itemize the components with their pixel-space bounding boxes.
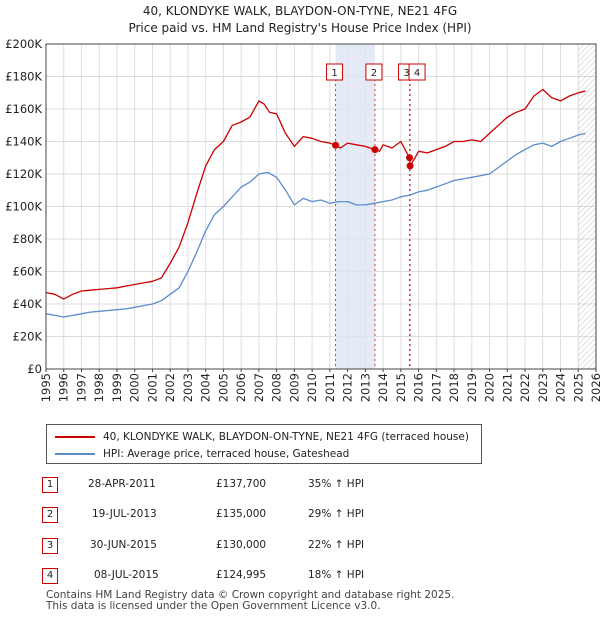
sale-box: 2	[365, 63, 383, 81]
x-tick-label: 1998	[92, 373, 106, 402]
x-tick-label: 1999	[110, 373, 124, 402]
footer-line-copyright: Contains HM Land Registry data © Crown c…	[46, 589, 455, 601]
x-tick-label: 2007	[252, 373, 266, 402]
property-price-line	[45, 88, 586, 300]
forecast-hatch	[578, 44, 596, 369]
x-tick-label: 2021	[500, 373, 514, 402]
x-tick-label: 2020	[483, 373, 497, 402]
sale-box-frame	[326, 63, 344, 81]
sale-box: 4	[408, 63, 426, 81]
sale-number-badge: 3	[42, 538, 58, 554]
chart-subtitle: Price paid vs. HM Land Registry's House …	[128, 21, 472, 35]
sale-date: 08-JUL-2015	[94, 569, 159, 581]
y-tick-label: £120K	[5, 167, 42, 181]
x-tick-label: 2019	[465, 373, 479, 402]
legend-swatch-property	[55, 436, 95, 438]
legend-label-property: 40, KLONDYKE WALK, BLAYDON-ON-TYNE, NE21…	[103, 431, 469, 443]
x-tick-label: 2018	[447, 373, 461, 402]
x-tick-label: 2004	[199, 373, 213, 402]
x-tick-label: 2014	[376, 373, 390, 402]
x-tick-label: 2008	[270, 373, 284, 402]
sale-hpi-change: 22% ↑ HPI	[308, 539, 365, 551]
sale-point	[371, 146, 379, 154]
sale-number-badge: 1	[42, 477, 58, 493]
x-tick-label: 2015	[394, 373, 408, 402]
footer-line-licence: This data is licensed under the Open Gov…	[46, 600, 381, 612]
legend-swatch-hpi	[55, 453, 95, 455]
sale-number-badge: 2	[42, 507, 58, 523]
x-tick-label: 2025	[571, 373, 585, 402]
x-tick-label: 2017	[429, 373, 443, 402]
sale-date: 19-JUL-2013	[92, 508, 157, 520]
x-tick-label: 2002	[163, 373, 177, 402]
legend: 40, KLONDYKE WALK, BLAYDON-ON-TYNE, NE21…	[46, 424, 482, 464]
x-tick-label: 2010	[305, 373, 319, 402]
y-tick-label: £60K	[13, 265, 43, 279]
chart-title: 40, KLONDYKE WALK, BLAYDON-ON-TYNE, NE21…	[142, 4, 458, 18]
x-tick-label: 2023	[536, 373, 550, 402]
x-tick-label: 1997	[74, 373, 88, 402]
sale-point	[332, 141, 340, 149]
sale-price: £137,700	[216, 478, 267, 490]
y-tick-label: £40K	[13, 297, 43, 311]
sale-box-label: 1	[331, 68, 337, 79]
sale-price: £135,000	[216, 508, 267, 520]
sale-point	[406, 154, 414, 162]
x-tick-label: 1996	[57, 373, 71, 402]
sale-row: 1 28-APR-2011 £137,700 35% ↑ HPI	[42, 474, 562, 498]
x-tick-label: 2012	[341, 373, 355, 402]
x-tick-label: 2024	[554, 373, 568, 402]
sale-date: 28-APR-2011	[88, 478, 156, 490]
sale-row: 3 30-JUN-2015 £130,000 22% ↑ HPI	[42, 535, 562, 559]
y-tick-label: £200K	[5, 37, 42, 51]
x-tick-label: 2003	[181, 373, 195, 402]
y-tick-label: £140K	[5, 135, 42, 149]
sale-box-label: 2	[371, 68, 377, 79]
sale-box-label: 3	[403, 68, 409, 79]
sale-row: 4 08-JUL-2015 £124,995 18% ↑ HPI	[42, 565, 562, 589]
y-tick-label: £100K	[5, 200, 42, 214]
x-tick-label: 2026	[589, 373, 600, 402]
legend-label-hpi: HPI: Average price, terraced house, Gate…	[103, 448, 350, 460]
y-tick-label: £180K	[5, 70, 42, 84]
x-tick-label: 2001	[145, 373, 159, 402]
sale-row: 2 19-JUL-2013 £135,000 29% ↑ HPI	[42, 504, 562, 528]
y-tick-label: £160K	[5, 102, 42, 116]
x-tick-label: 2013	[358, 373, 372, 402]
sale-price: £130,000	[216, 539, 267, 551]
sale-hpi-change: 29% ↑ HPI	[308, 508, 365, 520]
x-tick-label: 2009	[287, 373, 301, 402]
x-tick-label: 2022	[518, 373, 532, 402]
y-tick-label: £0	[27, 362, 42, 376]
plot-frame	[45, 43, 597, 370]
sale-number-badge: 4	[42, 568, 58, 584]
x-tick-label: 2006	[234, 373, 248, 402]
x-tick-label: 2016	[412, 373, 426, 402]
sale-box-frame	[408, 63, 426, 81]
sale-hpi-change: 35% ↑ HPI	[308, 478, 365, 490]
y-tick-label: £80K	[13, 232, 43, 246]
y-tick-label: £20K	[13, 330, 43, 344]
x-tick-label: 2000	[128, 373, 142, 402]
x-tick-label: 2011	[323, 373, 337, 402]
x-tick-label: 1995	[39, 373, 53, 402]
sale-price: £124,995	[216, 569, 267, 581]
sale-point	[406, 162, 414, 170]
sale-box: 1	[326, 63, 344, 81]
sale-hpi-change: 18% ↑ HPI	[308, 569, 365, 581]
sale-date: 30-JUN-2015	[90, 539, 157, 551]
footer-attribution: Contains HM Land Registry data © Crown c…	[46, 590, 454, 612]
sale-box-frame	[365, 63, 383, 81]
x-tick-label: 2005	[216, 373, 230, 402]
shaded-period	[335, 44, 375, 369]
hpi-line	[45, 132, 586, 318]
sale-box-label: 4	[414, 68, 420, 79]
